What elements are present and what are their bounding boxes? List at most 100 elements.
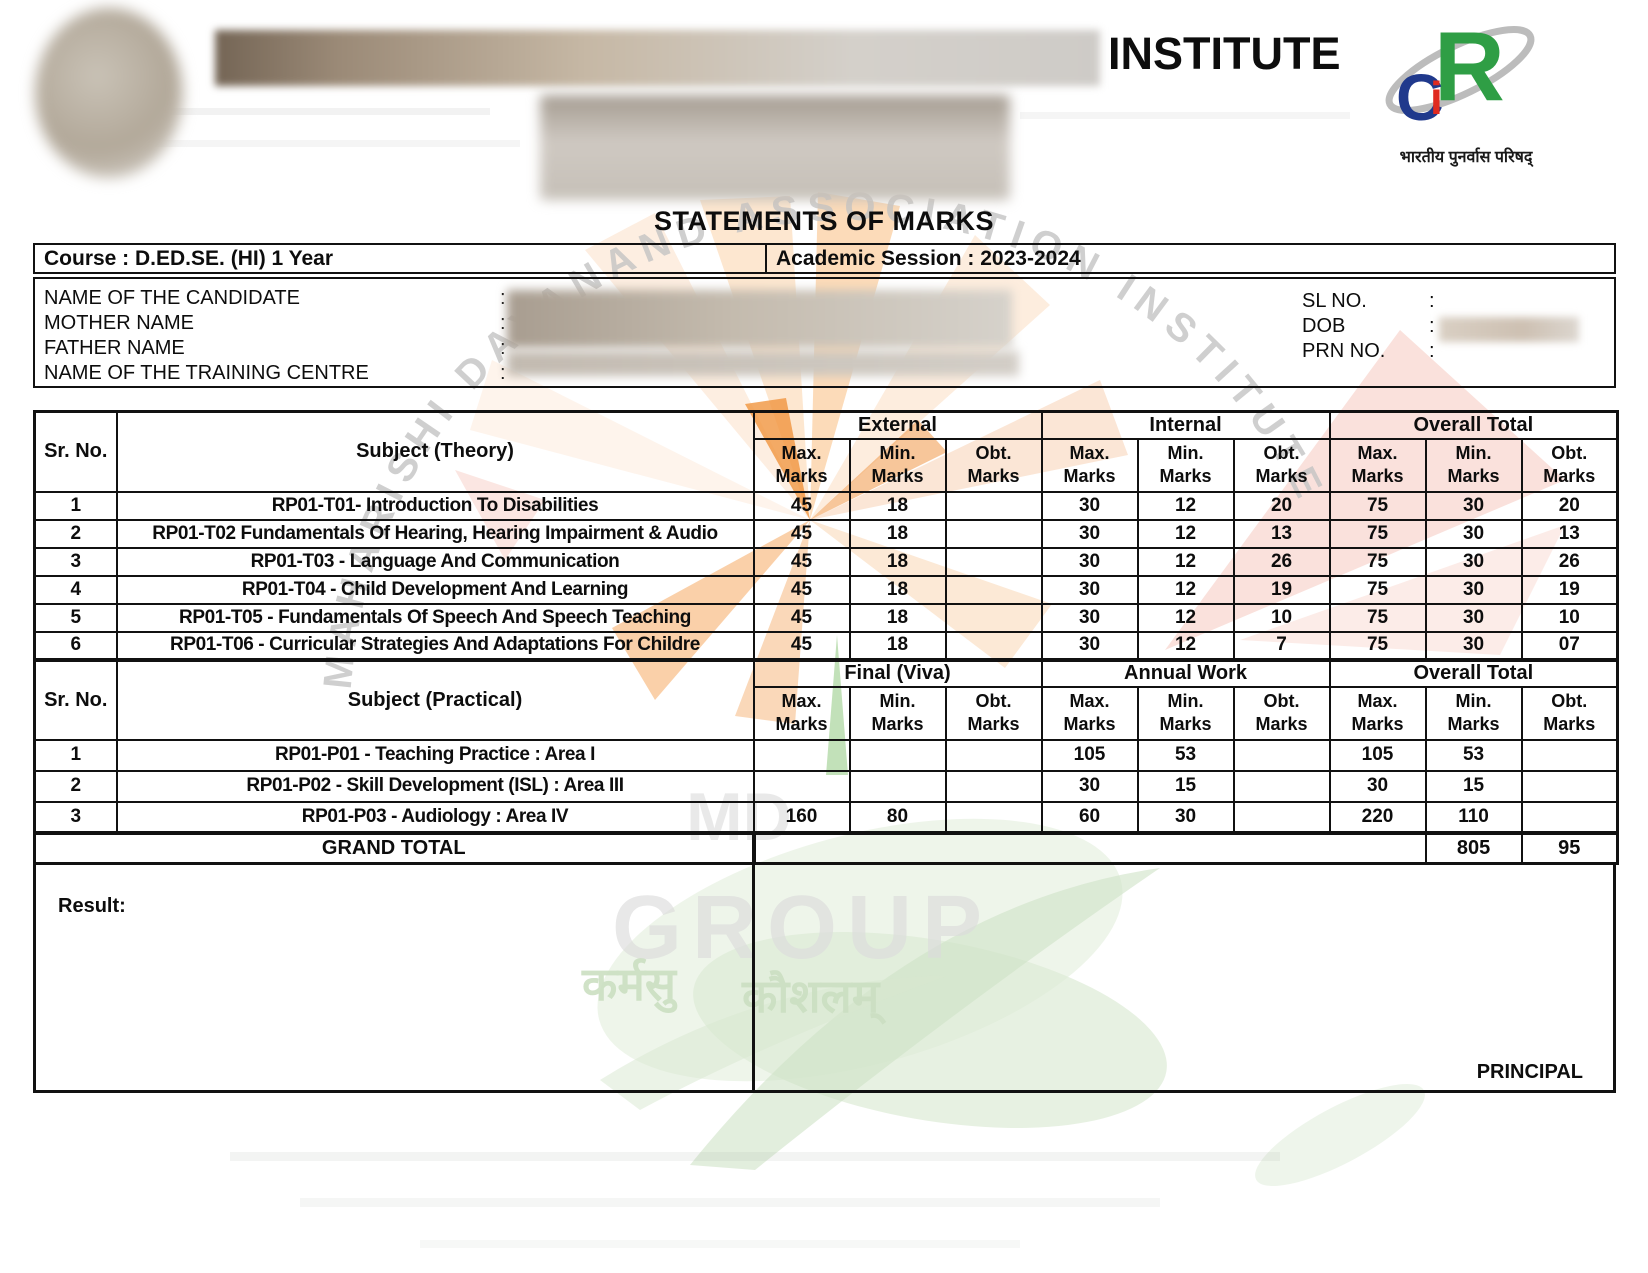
max-marks-header: Max. Marks (752, 437, 851, 493)
marks-cell: 30 (1040, 546, 1139, 577)
leaves-watermark (597, 635, 1425, 1186)
marks-cell (944, 546, 1043, 577)
marks-cell: 12 (1136, 630, 1235, 661)
dob-label: DOB (1302, 315, 1346, 337)
external-group-header: External (752, 410, 1043, 440)
marks-cell: 19 (1520, 574, 1619, 605)
theory-row: 4 RP01-T04 - Child Development And Learn… (33, 574, 1619, 605)
redacted-address-block (540, 95, 1010, 200)
rci-logo: R C i भारतीय पुनर्वास परिषद् (1378, 4, 1554, 167)
candidate-id-labels: SL NO. : DOB : PRN NO. : (1302, 289, 1435, 364)
father-name-label: FATHER NAME (44, 337, 185, 359)
candidate-name-label: NAME OF THE CANDIDATE (44, 287, 300, 309)
marks-cell: 26 (1232, 546, 1331, 577)
marks-cell: 75 (1328, 490, 1427, 521)
practical-row: 1 RP01-P01 - Teaching Practice : Area I … (33, 738, 1619, 772)
marks-cell: 105 (1040, 738, 1139, 772)
theory-row: 6 RP01-T06 - Curricular Strategies And A… (33, 630, 1619, 661)
candidate-labels: NAME OF THE CANDIDATE : MOTHER NAME : FA… (44, 286, 506, 386)
sr-cell: 5 (33, 602, 118, 633)
marks-cell: 45 (752, 630, 851, 661)
max-marks-header: Max. Marks (1040, 437, 1139, 493)
redacted-dob-value (1439, 317, 1579, 342)
marks-cell: 75 (1328, 518, 1427, 549)
marks-cell: 19 (1232, 574, 1331, 605)
marks-cell: 53 (1136, 738, 1235, 772)
rci-logo-graphic: R C i (1385, 11, 1535, 134)
practical-row: 3 RP01-P03 - Audiology : Area IV 160 80 … (33, 800, 1619, 834)
principal-label: PRINCIPAL (1476, 1061, 1583, 1083)
sr-cell: 3 (33, 546, 118, 577)
result-section: Result: (36, 863, 755, 1090)
marks-cell: 30 (1040, 574, 1139, 605)
marks-cell (944, 738, 1043, 772)
training-centre-row: NAME OF THE TRAINING CENTRE : (44, 361, 506, 386)
marks-cell: 30 (1424, 602, 1523, 633)
colon: : (500, 362, 506, 384)
min-marks-header: Min. Marks (1424, 437, 1523, 493)
theory-group-header-row: Sr. No. Subject (Theory) External Intern… (33, 410, 1619, 493)
marks-cell (944, 518, 1043, 549)
marks-table: Sr. No. Subject (Theory) External Intern… (33, 410, 1620, 865)
subject-cell: RP01-T02 Fundamentals Of Hearing, Hearin… (115, 518, 755, 549)
grand-total-empty-cell (752, 830, 1427, 865)
marks-cell: 80 (848, 800, 947, 834)
marks-cell: 18 (848, 490, 947, 521)
marks-cell: 53 (1424, 738, 1523, 772)
colon: : (1429, 290, 1435, 312)
dob-row: DOB : (1302, 314, 1435, 339)
institute-word: INSTITUTE (1108, 28, 1341, 79)
marks-cell: 45 (752, 602, 851, 633)
prn-no-label: PRN NO. (1302, 340, 1386, 362)
marks-cell (1232, 738, 1331, 772)
internal-group-header: Internal (1040, 410, 1331, 440)
redacted-candidate-values (507, 290, 1012, 348)
marks-cell: 10 (1232, 602, 1331, 633)
subject-cell: RP01-T04 - Child Development And Learnin… (115, 574, 755, 605)
theory-row: 3 RP01-T03 - Language And Communication … (33, 546, 1619, 577)
candidate-details-box: NAME OF THE CANDIDATE : MOTHER NAME : FA… (33, 277, 1616, 388)
redacted-institute-name-banner (215, 30, 1100, 86)
candidate-name-row: NAME OF THE CANDIDATE : (44, 286, 506, 311)
marks-cell: 110 (1424, 800, 1523, 834)
marks-cell (1520, 769, 1619, 803)
max-marks-header: Max. Marks (1328, 685, 1427, 741)
marks-cell (752, 769, 851, 803)
marks-cell: 30 (1040, 490, 1139, 521)
marks-cell: 30 (1040, 630, 1139, 661)
marks-cell (1232, 800, 1331, 834)
colon: : (500, 312, 506, 334)
theory-subject-header: Subject (Theory) (115, 410, 755, 493)
group-watermark-text: GROUP (612, 878, 992, 978)
min-marks-header: Min. Marks (1136, 437, 1235, 493)
marks-cell: 30 (1424, 574, 1523, 605)
practical-subject-header: Subject (Practical) (115, 657, 755, 741)
sr-cell: 3 (33, 800, 118, 834)
blurred-text-remnants (60, 108, 1350, 1248)
grand-total-max: 805 (1424, 830, 1523, 865)
marks-cell: 45 (752, 546, 851, 577)
marks-cell: 26 (1520, 546, 1619, 577)
signature-section: PRINCIPAL (755, 863, 1613, 1090)
mother-name-label: MOTHER NAME (44, 312, 194, 334)
marks-cell: 12 (1136, 518, 1235, 549)
marks-cell: 18 (848, 630, 947, 661)
practical-group-header-row: Sr. No. Subject (Practical) Final (Viva)… (33, 657, 1619, 741)
obt-marks-header: Obt. Marks (944, 437, 1043, 493)
subject-cell: RP01-T03 - Language And Communication (115, 546, 755, 577)
marks-cell: 45 (752, 518, 851, 549)
marks-cell: 105 (1328, 738, 1427, 772)
grand-total-row: GRAND TOTAL 805 95 (33, 830, 1619, 865)
marks-cell: 75 (1328, 574, 1427, 605)
redacted-school-logo (35, 8, 183, 178)
rci-letter-c: C (1396, 60, 1444, 134)
marks-cell (1520, 800, 1619, 834)
theory-row: 2 RP01-T02 Fundamentals Of Hearing, Hear… (33, 518, 1619, 549)
max-marks-header: Max. Marks (752, 685, 851, 741)
result-box: Result: PRINCIPAL (33, 863, 1616, 1093)
marks-cell: 45 (752, 490, 851, 521)
obt-marks-header: Obt. Marks (944, 685, 1043, 741)
grand-total-label: GRAND TOTAL (33, 830, 756, 865)
marks-cell: 13 (1232, 518, 1331, 549)
